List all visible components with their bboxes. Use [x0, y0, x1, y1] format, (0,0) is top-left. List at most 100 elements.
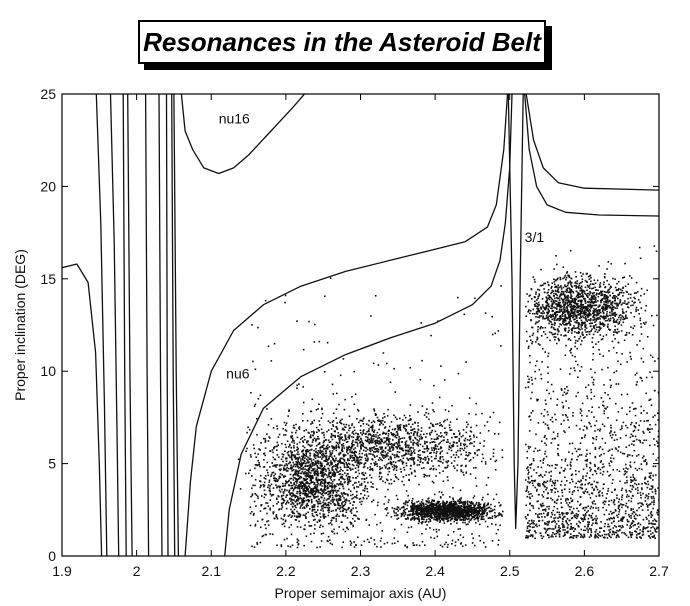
asteroid-point [449, 513, 452, 516]
asteroid-point [421, 511, 423, 513]
asteroid-point [347, 473, 349, 475]
asteroid-point [335, 447, 337, 449]
asteroid-point [429, 452, 431, 455]
asteroid-point [470, 514, 473, 516]
asteroid-point [543, 288, 545, 290]
asteroid-point [387, 512, 389, 514]
asteroid-point [267, 484, 270, 486]
asteroid-point [333, 465, 335, 467]
asteroid-point [564, 295, 566, 298]
asteroid-point [353, 457, 356, 460]
asteroid-point [344, 472, 346, 474]
asteroid-point [436, 509, 438, 512]
asteroid-point [546, 299, 548, 301]
asteroid-point [556, 305, 558, 308]
asteroid-point [260, 526, 262, 529]
asteroid-point [338, 508, 341, 510]
asteroid-point [605, 303, 607, 306]
asteroid-point [407, 419, 410, 422]
asteroid-point [349, 468, 352, 470]
asteroid-point [296, 457, 298, 459]
asteroid-point [373, 446, 376, 448]
asteroid-point [322, 441, 325, 444]
asteroid-point [565, 317, 568, 320]
asteroid-point [355, 451, 357, 453]
asteroid-point [536, 339, 538, 341]
asteroid-point [267, 486, 269, 489]
asteroid-point [395, 446, 397, 448]
asteroid-point [405, 425, 408, 427]
asteroid-point [342, 509, 344, 512]
asteroid-point [415, 514, 418, 516]
asteroid-point [266, 512, 268, 515]
asteroid-point [561, 298, 563, 301]
asteroid-point [444, 513, 446, 516]
asteroid-point [589, 299, 592, 301]
asteroid-point [345, 438, 348, 441]
asteroid-point [412, 511, 414, 514]
asteroid-point [461, 515, 464, 518]
asteroid-point [585, 273, 588, 275]
asteroid-point [622, 321, 625, 324]
asteroid-point [536, 303, 539, 305]
asteroid-point [609, 287, 611, 289]
asteroid-point [303, 485, 306, 488]
asteroid-point [577, 309, 580, 312]
asteroid-point [316, 480, 319, 482]
asteroid-point [408, 444, 410, 447]
asteroid-point [454, 516, 457, 518]
asteroid-point [452, 500, 455, 503]
asteroid-point [570, 320, 572, 322]
asteroid-point [481, 509, 484, 511]
asteroid-point [584, 300, 587, 303]
asteroid-point [326, 476, 329, 479]
asteroid-point [418, 464, 421, 466]
asteroid-point [435, 438, 437, 440]
asteroid-point [251, 493, 254, 495]
asteroid-point [498, 512, 500, 514]
asteroid-point [428, 514, 431, 517]
asteroid-point [392, 434, 394, 436]
asteroid-point [412, 443, 414, 446]
asteroid-point [448, 424, 451, 426]
asteroid-point [452, 445, 455, 447]
asteroid-point [581, 324, 583, 326]
asteroid-point [413, 519, 416, 521]
asteroid-point [334, 504, 337, 506]
asteroid-point [340, 461, 343, 464]
asteroid-point [374, 543, 376, 545]
asteroid-point [535, 316, 537, 318]
asteroid-point [591, 295, 593, 297]
asteroid-point [544, 326, 547, 329]
asteroid-point [345, 509, 348, 511]
asteroid-point [335, 426, 337, 428]
asteroid-point [438, 509, 441, 512]
asteroid-point [591, 341, 593, 343]
asteroid-point [331, 452, 334, 454]
asteroid-point [472, 456, 475, 459]
asteroid-point [307, 464, 309, 467]
asteroid-point [588, 294, 591, 296]
asteroid-point [579, 313, 582, 315]
asteroid-point [564, 308, 566, 311]
asteroid-point [384, 481, 387, 484]
asteroid-point [548, 298, 551, 301]
asteroid-point [289, 467, 292, 470]
asteroid-point [419, 438, 421, 440]
asteroid-point [378, 459, 380, 461]
asteroid-point [473, 518, 476, 521]
asteroid-point [402, 505, 405, 508]
asteroid-point [322, 450, 324, 452]
asteroid-point [432, 425, 435, 427]
asteroid-point [625, 331, 628, 334]
asteroid-point [551, 282, 554, 284]
asteroid-point [364, 472, 367, 474]
asteroid-point [294, 486, 296, 488]
asteroid-point [462, 434, 464, 437]
asteroid-point [463, 515, 466, 517]
asteroid-point [545, 315, 548, 317]
asteroid-point [577, 325, 580, 328]
asteroid-point [326, 482, 329, 484]
asteroid-point [487, 502, 490, 504]
asteroid-point [283, 467, 285, 469]
